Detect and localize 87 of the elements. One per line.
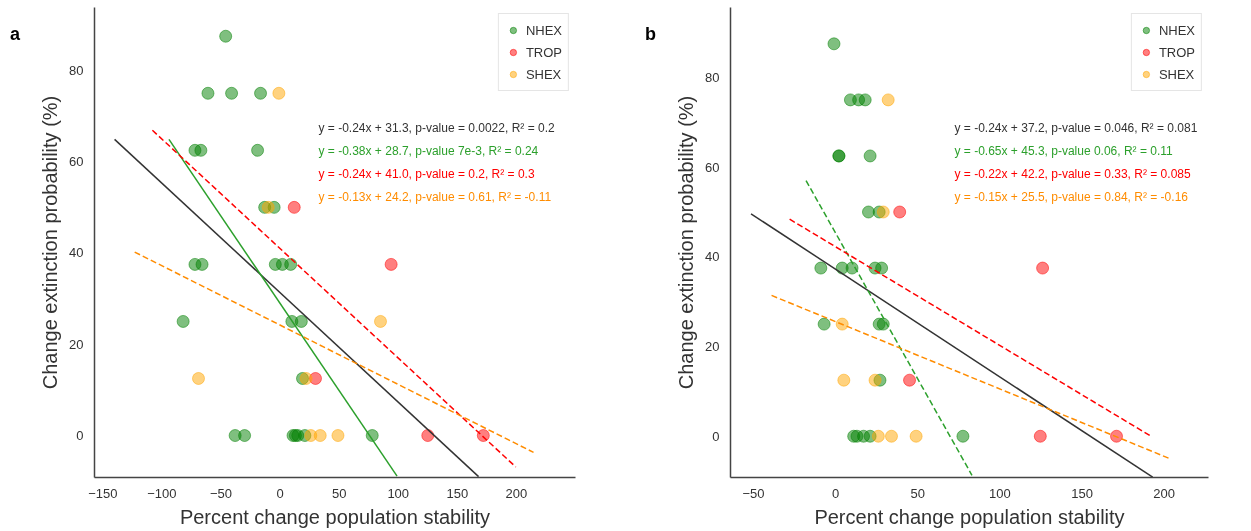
point: [194, 143, 208, 157]
point: [893, 205, 907, 219]
x-tick-label: 200: [1153, 485, 1176, 501]
point: [876, 205, 890, 219]
y-tick-label: 0: [76, 428, 84, 444]
point: [861, 205, 875, 219]
legend-label: SHEX: [525, 66, 562, 82]
point: [299, 371, 313, 385]
text: b: [645, 23, 656, 46]
y-axis-title: Change extinction probability (%): [675, 95, 698, 390]
y-tick-label: 20: [69, 336, 84, 352]
point: [176, 314, 190, 328]
x-tick-label: 100: [387, 485, 410, 501]
y-tick-label: 80: [69, 62, 84, 78]
point: [238, 429, 252, 443]
point: [195, 257, 209, 271]
point: [909, 429, 923, 443]
point: [956, 429, 970, 443]
x-tick-label: 0: [276, 485, 284, 501]
point: [1110, 429, 1124, 443]
x-tick-label: 100: [989, 485, 1011, 501]
point: [837, 373, 851, 387]
point: [903, 373, 917, 387]
annotation: y = -0.24x + 37.2, p-value = 0.046, R² = 0.081: [954, 120, 1198, 135]
point: [192, 371, 205, 385]
annotation: y = -0.15x + 25.5, p-value = 0.84, R² = -0.16: [954, 189, 1189, 204]
x-tick-label: −100: [147, 485, 177, 501]
x-tick-label: 150: [446, 485, 469, 501]
point: [881, 93, 895, 107]
point: [254, 86, 268, 100]
point: [272, 86, 286, 100]
annotation: y = -0.38x + 28.7, p-value 7e-3, R² = 0.24: [318, 143, 539, 158]
point: [817, 317, 831, 331]
x-tick-label: 0: [832, 485, 840, 501]
point: [835, 317, 849, 331]
y-tick-label: 0: [712, 428, 720, 444]
point: [1033, 429, 1047, 443]
point: [225, 86, 239, 100]
y-tick-label: 40: [705, 249, 720, 265]
x-axis-title: Percent change population stability: [814, 505, 1125, 528]
legend-label: NHEX: [1158, 22, 1195, 38]
annotation: y = -0.13x + 24.2, p-value = 0.61, R² = -0.11: [318, 189, 552, 204]
point: [884, 429, 898, 443]
point: [871, 429, 885, 443]
legend-label: TROP: [1158, 44, 1195, 60]
y-tick-label: 80: [705, 69, 720, 85]
text: a: [10, 23, 21, 46]
point: [201, 86, 215, 100]
annotation: y = -0.24x + 41.0, p-value = 0.2, R² = 0.3: [318, 166, 535, 181]
point: [814, 261, 828, 275]
point: [384, 257, 398, 271]
point: [219, 29, 233, 43]
point: [284, 257, 298, 271]
x-axis-title: Percent change population stability: [179, 505, 491, 528]
x-tick-label: 50: [331, 485, 347, 501]
x-tick-label: 200: [505, 485, 528, 501]
point: [476, 429, 490, 443]
y-tick-label: 20: [705, 339, 720, 355]
point: [1036, 261, 1050, 275]
point: [863, 149, 877, 163]
point: [331, 429, 345, 443]
point: [374, 314, 387, 328]
x-tick-label: −150: [88, 485, 118, 501]
point: [876, 317, 890, 331]
point: [827, 37, 841, 51]
point: [421, 429, 435, 443]
y-tick-label: 40: [69, 245, 84, 261]
y-tick-label: 60: [69, 154, 84, 170]
annotation: y = -0.22x + 42.2, p-value = 0.33, R² = 0.085: [954, 166, 1191, 181]
annotation: y = -0.24x + 31.3, p-value = 0.0022, R² = 0.2: [318, 120, 555, 135]
point: [858, 93, 872, 107]
legend-label: TROP: [525, 44, 562, 60]
x-tick-label: −50: [742, 485, 765, 501]
legend-label: NHEX: [525, 22, 562, 38]
point: [251, 143, 265, 157]
legend-label: SHEX: [1158, 66, 1195, 82]
point: [875, 261, 889, 275]
point: [294, 314, 308, 328]
y-axis-title: Change extinction probability (%): [39, 95, 62, 390]
y-tick-label: 60: [705, 159, 720, 175]
point: [287, 200, 301, 214]
point: [313, 429, 327, 443]
x-tick-label: 150: [1071, 485, 1093, 501]
x-tick-label: −50: [209, 485, 232, 501]
point: [868, 373, 882, 387]
annotation: y = -0.65x + 45.3, p-value 0.06, R² = 0.11: [954, 143, 1174, 158]
x-tick-label: 50: [910, 485, 925, 501]
